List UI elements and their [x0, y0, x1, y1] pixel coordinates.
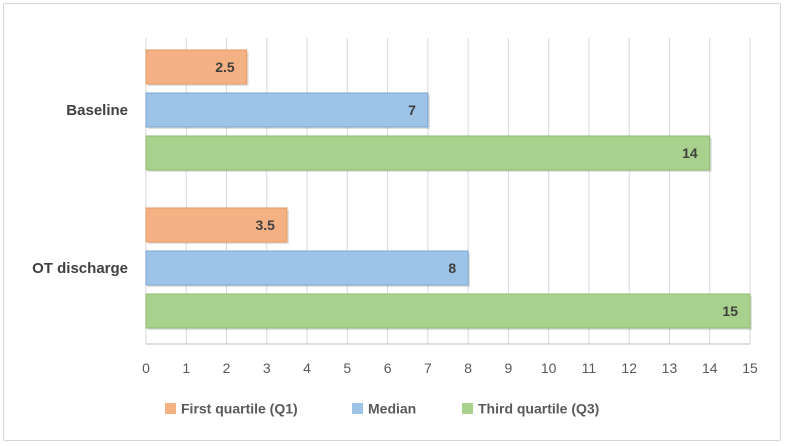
x-tick-label: 11	[582, 360, 597, 376]
data-label: 14	[682, 145, 698, 161]
legend-swatch	[462, 403, 473, 414]
x-tick-label: 9	[505, 360, 513, 376]
x-tick-label: 0	[142, 360, 150, 376]
legend-swatch	[165, 403, 176, 414]
data-label: 2.5	[215, 59, 235, 75]
legend-label: Median	[368, 401, 416, 417]
legend-label: Third quartile (Q3)	[478, 401, 599, 417]
bar	[145, 207, 288, 243]
chart-frame	[3, 3, 781, 441]
legend-swatch	[352, 403, 363, 414]
x-tick-label: 6	[384, 360, 392, 376]
bar	[145, 250, 469, 286]
x-tick-label: 4	[303, 360, 311, 376]
bar	[145, 92, 429, 128]
data-label: 3.5	[255, 217, 275, 233]
x-tick-label: 14	[702, 360, 718, 376]
x-tick-label: 5	[343, 360, 351, 376]
bar	[145, 293, 751, 329]
x-tick-label: 7	[424, 360, 432, 376]
x-tick-label: 15	[742, 360, 758, 376]
category-label: OT discharge	[32, 260, 128, 277]
bar	[145, 135, 711, 171]
legend-label: First quartile (Q1)	[181, 401, 298, 417]
data-label: 15	[722, 303, 738, 319]
x-tick-label: 3	[263, 360, 271, 376]
x-tick-label: 2	[223, 360, 231, 376]
x-tick-label: 12	[621, 360, 637, 376]
category-label: Baseline	[66, 102, 128, 119]
data-label: 7	[408, 102, 416, 118]
x-tick-label: 13	[662, 360, 678, 376]
x-tick-label: 1	[182, 360, 190, 376]
bar	[145, 49, 248, 85]
x-tick-label: 10	[541, 360, 557, 376]
data-label: 8	[448, 260, 456, 276]
x-tick-label: 8	[464, 360, 472, 376]
